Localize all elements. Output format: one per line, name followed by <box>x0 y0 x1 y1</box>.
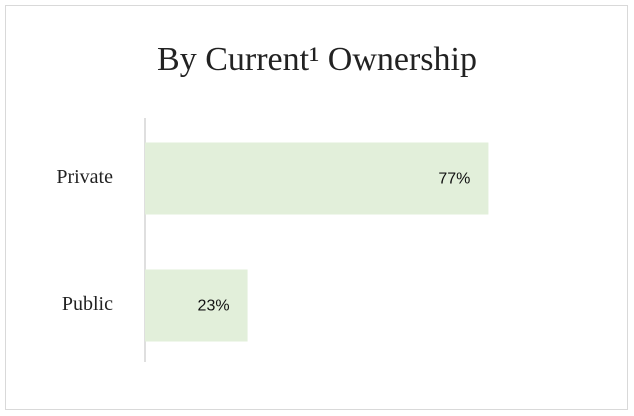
value-label: 77% <box>438 171 470 188</box>
y-tick-label: Private <box>56 166 113 188</box>
bar <box>145 269 248 342</box>
bar <box>145 142 489 215</box>
chart-title: By Current¹ Ownership <box>157 41 477 78</box>
value-label: 23% <box>198 298 230 315</box>
y-tick-label: Public <box>62 293 113 315</box>
